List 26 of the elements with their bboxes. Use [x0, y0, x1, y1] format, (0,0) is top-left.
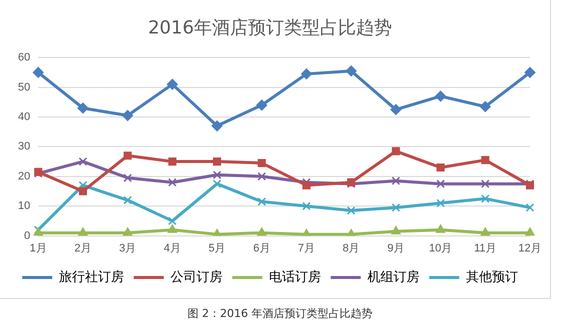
y-tick-label: 10	[18, 200, 30, 212]
chart-title: 2016年酒店预订类型占比趋势	[148, 17, 392, 38]
x-tick-label: 6月	[253, 242, 270, 254]
x-tick-label: 8月	[342, 242, 360, 254]
caption: 图 2：2016 年酒店预订类型占比趋势	[186, 306, 374, 321]
x-tick-label: 9月	[387, 242, 404, 254]
legend-label: 旅行社订房	[58, 269, 124, 284]
y-tick-label: 30	[18, 140, 30, 153]
x-tick-label: 5月	[208, 242, 226, 254]
legend-label: 电话订房	[268, 269, 321, 284]
x-tick-label: 4月	[164, 242, 181, 254]
x-tick-label: 7月	[298, 242, 316, 254]
legend-label: 公司订房	[170, 269, 222, 284]
x-tick-label: 2月	[74, 242, 92, 254]
y-tick-label: 40	[18, 111, 30, 124]
y-tick-label: 20	[18, 170, 30, 182]
x-tick-label: 10月	[428, 242, 452, 254]
x-tick-label: 11月	[474, 242, 497, 254]
y-tick-label: 50	[18, 81, 30, 94]
legend-label: 其他预订	[466, 269, 518, 284]
y-tick-label: 60	[18, 52, 30, 64]
legend-label: 机组订房	[367, 269, 420, 284]
x-tick-label: 3月	[119, 242, 136, 254]
x-tick-label: 1月	[30, 242, 47, 254]
y-tick-label: 0	[24, 230, 30, 242]
x-tick-label: 12月	[518, 242, 542, 254]
